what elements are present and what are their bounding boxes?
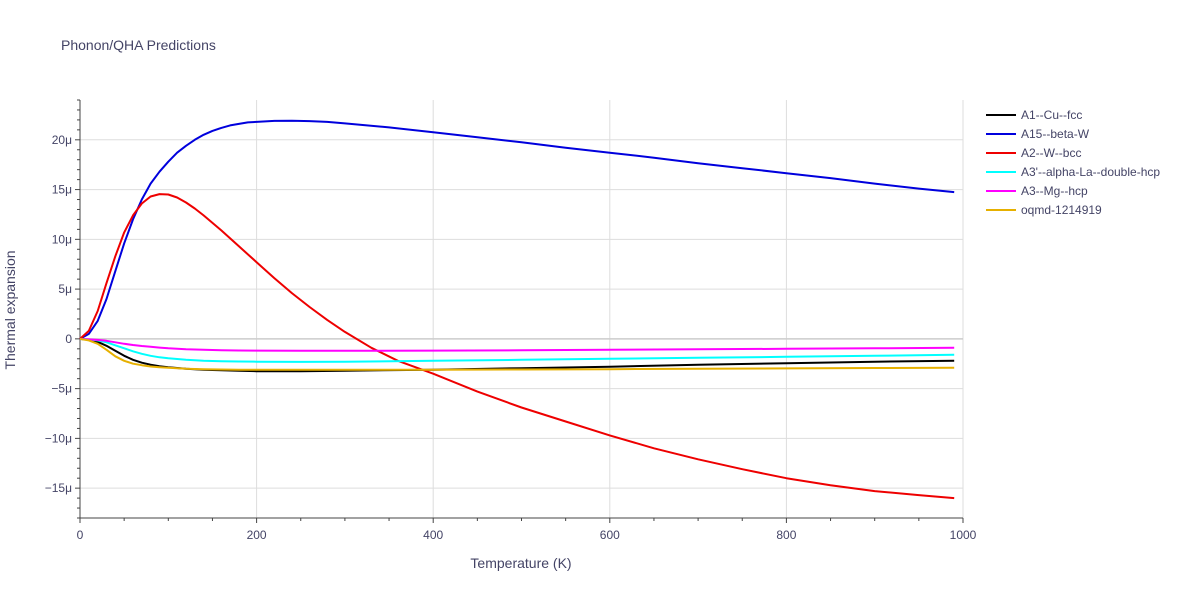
series-layer — [79, 119, 955, 500]
x-axis-label: Temperature (K) — [470, 555, 571, 571]
grid-layer — [80, 100, 964, 518]
x-tick-label: 800 — [776, 528, 796, 542]
y-tick-label: 20μ — [52, 133, 72, 147]
legend-label: oqmd-1214919 — [1021, 203, 1102, 217]
legend-item[interactable]: A15--beta-W — [986, 127, 1090, 141]
y-tick-label: −10μ — [45, 431, 72, 445]
legend-label: A3--Mg--hcp — [1021, 184, 1088, 198]
x-tick-label: 400 — [423, 528, 443, 542]
y-tick-label: −15μ — [45, 481, 72, 495]
y-tick-label: 15μ — [52, 183, 72, 197]
legend-item[interactable]: A3'--alpha-La--double-hcp — [986, 165, 1160, 179]
series-line — [79, 119, 955, 340]
series-line — [79, 193, 955, 500]
axis-layer: 0 200 400 600 800 1000 −15μ −10μ −5μ 0 5μ 10μ 15μ 20μ — [45, 99, 977, 542]
y-tick-label: 5μ — [58, 282, 72, 296]
legend-item[interactable]: A2--W--bcc — [986, 146, 1081, 160]
x-tick-label: 1000 — [950, 528, 977, 542]
legend[interactable]: A1--Cu--fcc A15--beta-W A2--W--bcc A3'--alp… — [986, 108, 1160, 217]
x-tick-label: 600 — [600, 528, 620, 542]
legend-label: A1--Cu--fcc — [1021, 108, 1082, 122]
legend-label: A3'--alpha-La--double-hcp — [1021, 165, 1160, 179]
chart-title: Phonon/QHA Predictions — [61, 37, 216, 53]
legend-label: A2--W--bcc — [1021, 146, 1081, 160]
series-line — [79, 337, 955, 363]
legend-item[interactable]: oqmd-1214919 — [986, 203, 1102, 217]
x-tick-label: 200 — [247, 528, 267, 542]
series-line — [79, 337, 955, 371]
y-axis-label: Thermal expansion — [2, 250, 18, 369]
x-tick-label: 0 — [77, 528, 84, 542]
series-line — [79, 337, 955, 373]
y-tick-label: 0 — [65, 332, 72, 346]
legend-item[interactable]: A3--Mg--hcp — [986, 184, 1088, 198]
y-tick-label: −5μ — [51, 382, 72, 396]
y-tick-label: 10μ — [52, 232, 72, 246]
legend-label: A15--beta-W — [1021, 127, 1090, 141]
series-line — [79, 337, 955, 352]
legend-item[interactable]: A1--Cu--fcc — [986, 108, 1082, 122]
